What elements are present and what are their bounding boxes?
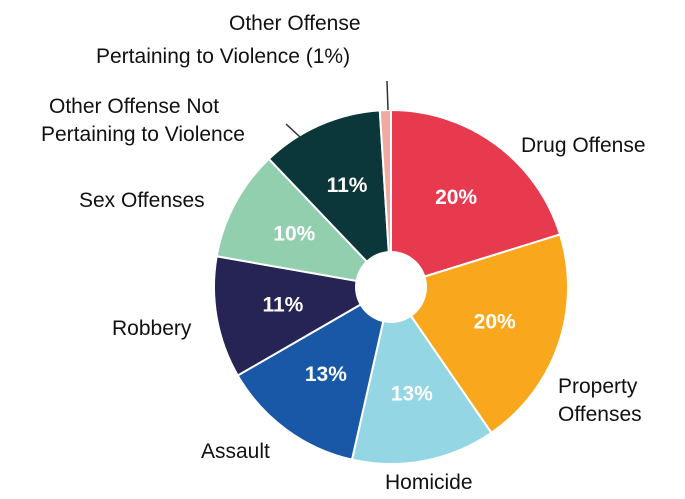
pie-slice-assault	[236, 284, 393, 461]
pie-slice-other-offense-pertaining-to-violence-1	[378, 108, 392, 288]
label-other-nonviolence-line2: Pertaining to Violence	[41, 123, 245, 146]
donut-hole	[355, 251, 427, 323]
label-other-nonviolence-line1: Other Offense Not	[49, 95, 219, 118]
leader-line-other-violence	[386, 80, 389, 111]
pct-label-6: 10%	[273, 223, 315, 246]
pie-slice-homicide	[350, 284, 493, 465]
label-drug-offense: Drug Offense	[521, 134, 646, 157]
pie-slice-property-offenses	[389, 233, 570, 435]
pie-slice-sex-offenses	[215, 157, 394, 289]
percentage-labels: 20% 20% 13% 13% 11% 10% 11%	[262, 174, 516, 405]
label-homicide: Homicide	[385, 471, 473, 494]
label-property-line1: Property	[558, 375, 638, 398]
label-property-line2: Offenses	[558, 403, 642, 426]
label-assault: Assault	[201, 440, 270, 463]
label-other-violence-line1: Other Offense	[229, 12, 361, 35]
pct-label-2: 20%	[474, 310, 516, 333]
pct-label-1: 20%	[435, 186, 477, 209]
pct-label-4: 13%	[305, 363, 347, 386]
pie-slice-other-offense-not-pertaining-to-violence	[267, 109, 393, 290]
label-sex-offenses: Sex Offenses	[79, 189, 205, 212]
pct-label-7: 11%	[327, 174, 368, 197]
pct-label-3: 13%	[391, 382, 433, 405]
leader-line-other-nonviolence	[285, 123, 301, 138]
pie-slices	[212, 108, 570, 465]
label-other-violence-line2: Pertaining to Violence (1%)	[96, 45, 350, 68]
pct-label-5: 11%	[262, 294, 303, 317]
pie-slice-drug-offense	[390, 108, 562, 289]
label-robbery: Robbery	[112, 317, 192, 340]
pie-slice-robbery	[212, 255, 394, 377]
